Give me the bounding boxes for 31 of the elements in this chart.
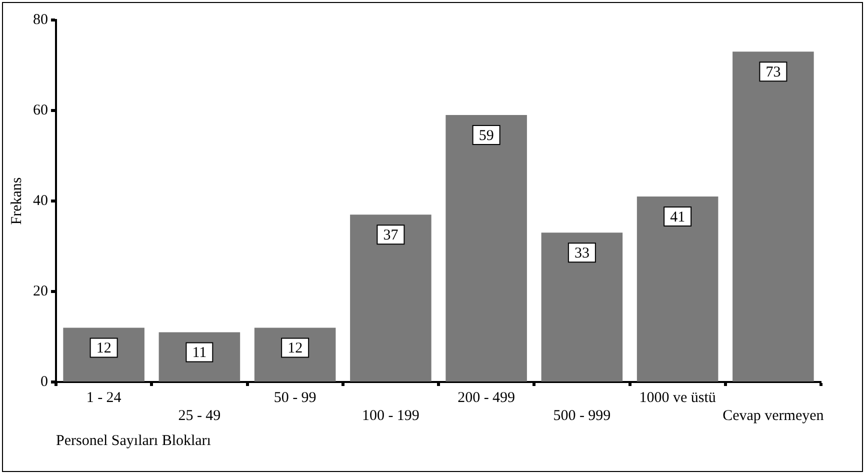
x-tick-label: 1000 ve üstü <box>639 390 716 406</box>
x-tick-label: Cevap vermeyen <box>722 408 824 424</box>
data-label: 73 <box>766 64 781 81</box>
y-axis-title: Frekans <box>8 177 25 225</box>
bar <box>636 196 718 382</box>
x-axis-title: Personel Sayıları Blokları <box>56 432 211 449</box>
y-tick-label: 40 <box>33 192 48 209</box>
bar <box>541 232 623 382</box>
x-tick-label: 1 - 24 <box>86 390 122 406</box>
data-label: 11 <box>192 345 207 362</box>
y-tick-label: 20 <box>33 283 48 300</box>
y-tick-label: 80 <box>33 12 48 28</box>
data-label: 12 <box>96 340 112 357</box>
x-tick-label: 100 - 199 <box>362 408 420 424</box>
data-label: 41 <box>670 209 686 226</box>
x-tick-label: 500 - 999 <box>553 408 611 424</box>
x-tick-label: 50 - 99 <box>274 390 316 406</box>
y-tick-label: 0 <box>40 374 48 390</box>
data-label: 33 <box>574 246 590 262</box>
bar <box>63 328 144 382</box>
bar <box>732 52 814 382</box>
bar <box>158 332 240 382</box>
x-tick-label: 200 - 499 <box>458 390 516 406</box>
y-tick-label: 60 <box>33 102 48 118</box>
bar <box>254 328 336 382</box>
bar <box>446 115 527 382</box>
data-label: 59 <box>478 128 494 144</box>
x-tick-label: 25 - 49 <box>178 408 221 424</box>
data-label: 12 <box>288 340 303 357</box>
data-label: 37 <box>383 228 399 244</box>
bar <box>350 214 432 382</box>
